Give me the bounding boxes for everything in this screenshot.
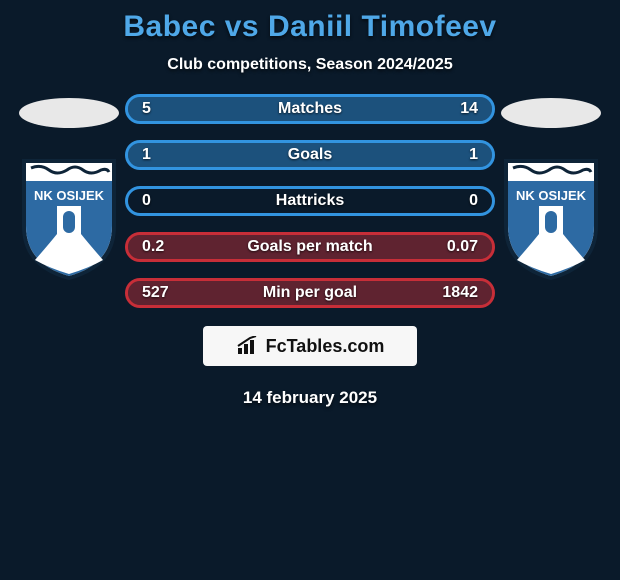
- shield-icon: NK OSIJEK: [501, 156, 601, 280]
- player-right-column: NK OSIJEK: [495, 94, 607, 308]
- stat-row: 527 Min per goal 1842: [125, 278, 495, 308]
- player-left-column: NK OSIJEK: [13, 94, 125, 308]
- player-right-avatar-placeholder: [501, 98, 601, 128]
- stat-label: Matches: [278, 100, 342, 118]
- player-left-club-logo: NK OSIJEK: [19, 156, 119, 280]
- stat-value-right: 0.07: [447, 238, 478, 256]
- brand-attribution: FcTables.com: [203, 326, 417, 366]
- comparison-card: Babec vs Daniil Timofeev Club competitio…: [0, 0, 620, 408]
- stat-value-right: 14: [460, 100, 478, 118]
- stat-value-right: 1842: [442, 284, 478, 302]
- stat-value-left: 0.2: [142, 238, 164, 256]
- page-title: Babec vs Daniil Timofeev: [0, 10, 620, 44]
- page-subtitle: Club competitions, Season 2024/2025: [0, 56, 620, 74]
- shield-icon: NK OSIJEK: [19, 156, 119, 280]
- stat-value-left: 527: [142, 284, 169, 302]
- stat-label: Goals per match: [247, 238, 372, 256]
- footer: FcTables.com 14 february 2025: [0, 326, 620, 408]
- stat-value-right: 0: [469, 192, 478, 210]
- stat-value-left: 0: [142, 192, 151, 210]
- svg-text:NK OSIJEK: NK OSIJEK: [34, 188, 105, 203]
- stat-row: 5 Matches 14: [125, 94, 495, 124]
- stat-label: Min per goal: [263, 284, 357, 302]
- bar-chart-icon: [236, 336, 260, 356]
- stat-value-left: 5: [142, 100, 151, 118]
- player-right-club-logo: NK OSIJEK: [501, 156, 601, 280]
- player-left-avatar-placeholder: [19, 98, 119, 128]
- stat-row: 0 Hattricks 0: [125, 186, 495, 216]
- main-area: NK OSIJEK 5 Matches 14 1 Goals 1 0 Hattricks 0 0.…: [0, 94, 620, 308]
- stat-row: 0.2 Goals per match 0.07: [125, 232, 495, 262]
- stat-value-right: 1: [469, 146, 478, 164]
- svg-text:NK OSIJEK: NK OSIJEK: [516, 188, 587, 203]
- stat-label: Hattricks: [276, 192, 344, 210]
- stat-label: Goals: [288, 146, 332, 164]
- brand-label: FcTables.com: [266, 336, 385, 357]
- stat-value-left: 1: [142, 146, 151, 164]
- stat-fill-left: [128, 143, 310, 167]
- stats-table: 5 Matches 14 1 Goals 1 0 Hattricks 0 0.2 Goals per…: [125, 94, 495, 308]
- stat-fill-right: [223, 97, 492, 121]
- stat-row: 1 Goals 1: [125, 140, 495, 170]
- stat-fill-right: [310, 143, 492, 167]
- date-label: 14 february 2025: [243, 388, 377, 408]
